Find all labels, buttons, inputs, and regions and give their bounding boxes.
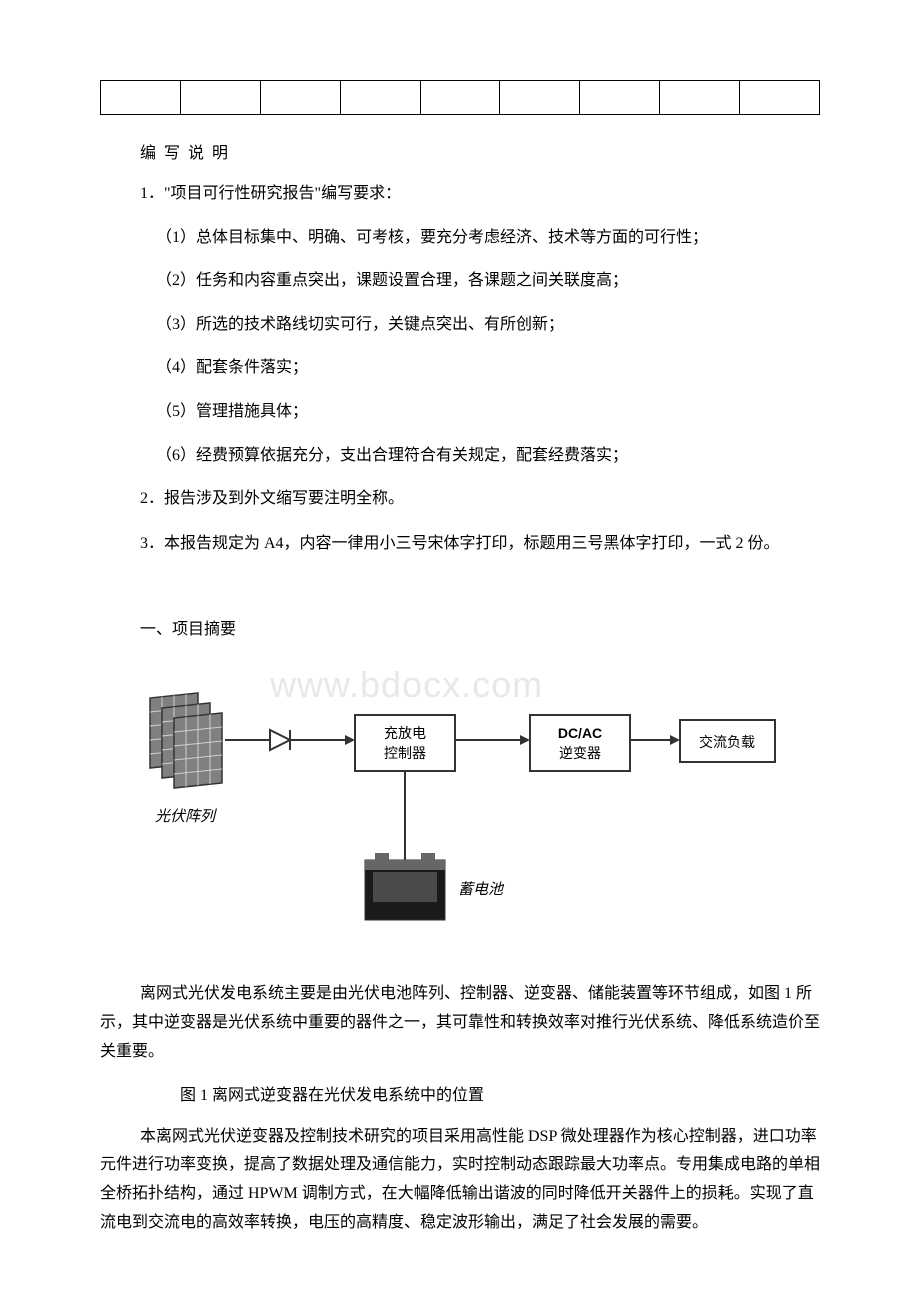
table-cell [660,81,740,115]
battery-label: 蓄电池 [458,878,503,899]
controller-label-2: 控制器 [384,745,426,761]
arrow-head-icon [345,735,355,745]
item-3: 3．本报告规定为 A4，内容一律用小三号宋体字打印，标题用三号黑体字打印，一式 … [100,530,820,559]
pv-array-label: 光伏阵列 [155,805,215,826]
table-row [101,81,820,115]
item-2: 2．报告涉及到外文缩写要注明全称。 [140,486,820,512]
arrow-head-icon [520,735,530,745]
inverter-label-1: DC/AC [558,725,602,741]
paragraph-2: 本离网式光伏逆变器及控制技术研究的项目采用高性能 DSP 微处理器作为核心控制器… [100,1123,820,1238]
table-cell [260,81,340,115]
requirement-item-1: （1）总体目标集中、明确、可考核，要充分考虑经济、技术等方面的可行性； [156,225,820,251]
paragraph-1: 离网式光伏发电系统主要是由光伏电池阵列、控制器、逆变器、储能装置等环节组成，如图… [100,980,820,1066]
pv-system-diagram: www.bdocx.com [140,660,780,960]
battery-icon [365,853,445,920]
pv-panels-icon [150,693,222,788]
table-cell [420,81,500,115]
inverter-box [530,715,630,771]
table-cell [340,81,420,115]
requirement-item-6: （6）经费预算依据充分，支出合理符合有关规定，配套经费落实； [156,443,820,469]
load-label: 交流负载 [699,734,755,750]
table-cell [180,81,260,115]
diagram-svg: 充放电 控制器 DC/AC 逆变器 交流负载 [140,660,780,960]
table-cell [101,81,181,115]
table-cell [500,81,580,115]
controller-label-1: 充放电 [384,725,426,741]
requirement-item-4: （4）配套条件落实； [156,355,820,381]
figure-caption: 图 1 离网式逆变器在光伏发电系统中的位置 [140,1081,820,1105]
arrow-head-icon [670,735,680,745]
requirement-item-2: （2）任务和内容重点突出，课题设置合理，各课题之间关联度高； [156,268,820,294]
requirement-item-5: （5）管理措施具体； [156,399,820,425]
empty-header-table [100,80,820,115]
table-cell [580,81,660,115]
table-cell [740,81,820,115]
intro-line: 1．"项目可行性研究报告"编写要求： [140,181,820,207]
inverter-label-2: 逆变器 [559,745,601,761]
section-title: 一、项目摘要 [140,617,820,643]
diode-icon [270,730,290,750]
controller-box [355,715,455,771]
requirement-item-3: （3）所选的技术路线切实可行，关键点突出、有所创新； [156,312,820,338]
writing-instructions-heading: 编 写 说 明 [140,139,820,163]
item-3-text: 3．本报告规定为 A4，内容一律用小三号宋体字打印，标题用三号黑体字打印，一式 … [100,530,820,559]
